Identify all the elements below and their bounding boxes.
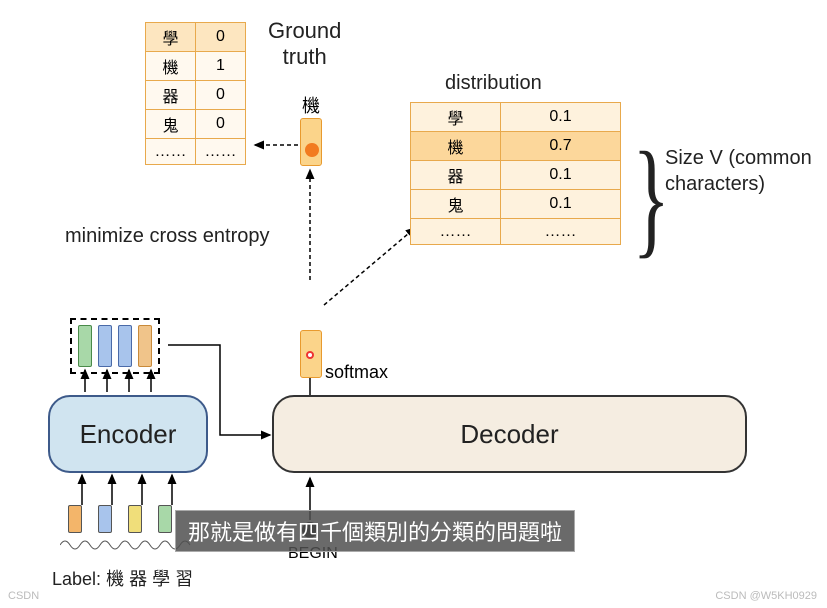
gt-cell-val: …… — [196, 139, 246, 165]
label-line: Label: 機 器 學 習 — [52, 565, 193, 591]
gt-token — [300, 118, 322, 166]
distribution-title: distribution — [445, 72, 542, 95]
gt-char-label: 機 — [302, 92, 320, 118]
pred-token-dot — [306, 351, 314, 359]
ground-truth-title: Ground truth — [268, 18, 341, 70]
dist-cell-val: 0.7 — [501, 132, 621, 161]
encoder-out-bar — [78, 325, 92, 367]
gt-cell-char: 機 — [146, 52, 196, 81]
pred-token — [300, 330, 322, 378]
encoder-output-group — [70, 318, 160, 374]
dist-cell-char: 器 — [411, 161, 501, 190]
watermark-right: CSDN @W5KH0929 — [715, 590, 817, 602]
gt-cell-val: 0 — [196, 110, 246, 139]
label-chars: 機 器 學 習 — [106, 569, 193, 589]
minimize-label: minimize cross entropy — [65, 225, 270, 248]
dist-cell-char: 鬼 — [411, 190, 501, 219]
gt-cell-val: 0 — [196, 23, 246, 52]
encoder-box: Encoder — [48, 395, 208, 473]
gt-cell-char: 器 — [146, 81, 196, 110]
encoder-input-group — [68, 505, 172, 533]
subtitle-overlay: 那就是做有四千個類別的分類的問題啦 — [175, 510, 575, 552]
gt-cell-char: 鬼 — [146, 110, 196, 139]
distribution-table: 學0.1機0.7器0.1鬼0.1………… — [410, 102, 621, 245]
dist-cell-char: 機 — [411, 132, 501, 161]
encoder-out-bar — [98, 325, 112, 367]
label-prefix: Label: — [52, 569, 101, 589]
softmax-label: softmax — [325, 362, 388, 383]
dist-cell-val: 0.1 — [501, 190, 621, 219]
ground-truth-table: 學0機1器0鬼0………… — [145, 22, 246, 165]
dist-cell-char: 學 — [411, 103, 501, 132]
encoder-out-bar — [138, 325, 152, 367]
encoder-in-bar — [98, 505, 112, 533]
encoder-in-bar — [158, 505, 172, 533]
dist-cell-val: …… — [501, 219, 621, 245]
gt-title-line1: Ground truth — [268, 18, 341, 70]
gt-cell-val: 1 — [196, 52, 246, 81]
encoder-in-bar — [128, 505, 142, 533]
dist-cell-val: 0.1 — [501, 103, 621, 132]
encoder-in-bar — [68, 505, 82, 533]
watermark-left: CSDN — [8, 590, 39, 602]
gt-cell-char: …… — [146, 139, 196, 165]
decoder-box: Decoder — [272, 395, 747, 473]
size-v-annotation: Size V (common characters) — [665, 145, 815, 197]
encoder-out-bar — [118, 325, 132, 367]
dist-cell-char: …… — [411, 219, 501, 245]
gt-cell-val: 0 — [196, 81, 246, 110]
dist-cell-val: 0.1 — [501, 161, 621, 190]
gt-cell-char: 學 — [146, 23, 196, 52]
gt-token-dot — [305, 143, 319, 157]
